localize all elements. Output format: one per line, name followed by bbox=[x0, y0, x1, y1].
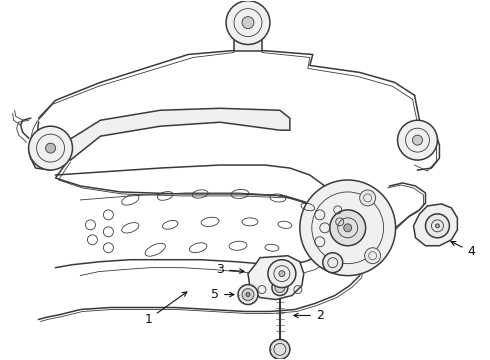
Circle shape bbox=[397, 120, 438, 160]
Circle shape bbox=[275, 283, 285, 293]
Circle shape bbox=[330, 210, 366, 246]
Circle shape bbox=[242, 17, 254, 28]
Circle shape bbox=[343, 224, 352, 232]
Circle shape bbox=[360, 190, 376, 206]
Polygon shape bbox=[248, 256, 304, 300]
Polygon shape bbox=[234, 37, 262, 50]
Polygon shape bbox=[414, 204, 457, 246]
Polygon shape bbox=[63, 108, 290, 160]
Circle shape bbox=[268, 260, 296, 288]
Circle shape bbox=[272, 280, 288, 296]
Circle shape bbox=[279, 271, 285, 276]
Circle shape bbox=[28, 126, 73, 170]
Circle shape bbox=[242, 289, 254, 301]
Text: 5: 5 bbox=[211, 288, 234, 301]
Text: 1: 1 bbox=[145, 292, 187, 326]
Circle shape bbox=[238, 285, 258, 305]
Circle shape bbox=[246, 293, 250, 297]
Circle shape bbox=[365, 248, 381, 264]
Circle shape bbox=[323, 253, 343, 273]
Circle shape bbox=[413, 135, 422, 145]
Text: 4: 4 bbox=[451, 242, 475, 258]
Circle shape bbox=[46, 143, 55, 153]
Text: 2: 2 bbox=[294, 309, 324, 322]
Circle shape bbox=[270, 339, 290, 359]
Text: 3: 3 bbox=[216, 263, 244, 276]
Circle shape bbox=[436, 224, 440, 228]
Circle shape bbox=[425, 214, 449, 238]
Circle shape bbox=[300, 180, 395, 276]
Circle shape bbox=[226, 1, 270, 45]
